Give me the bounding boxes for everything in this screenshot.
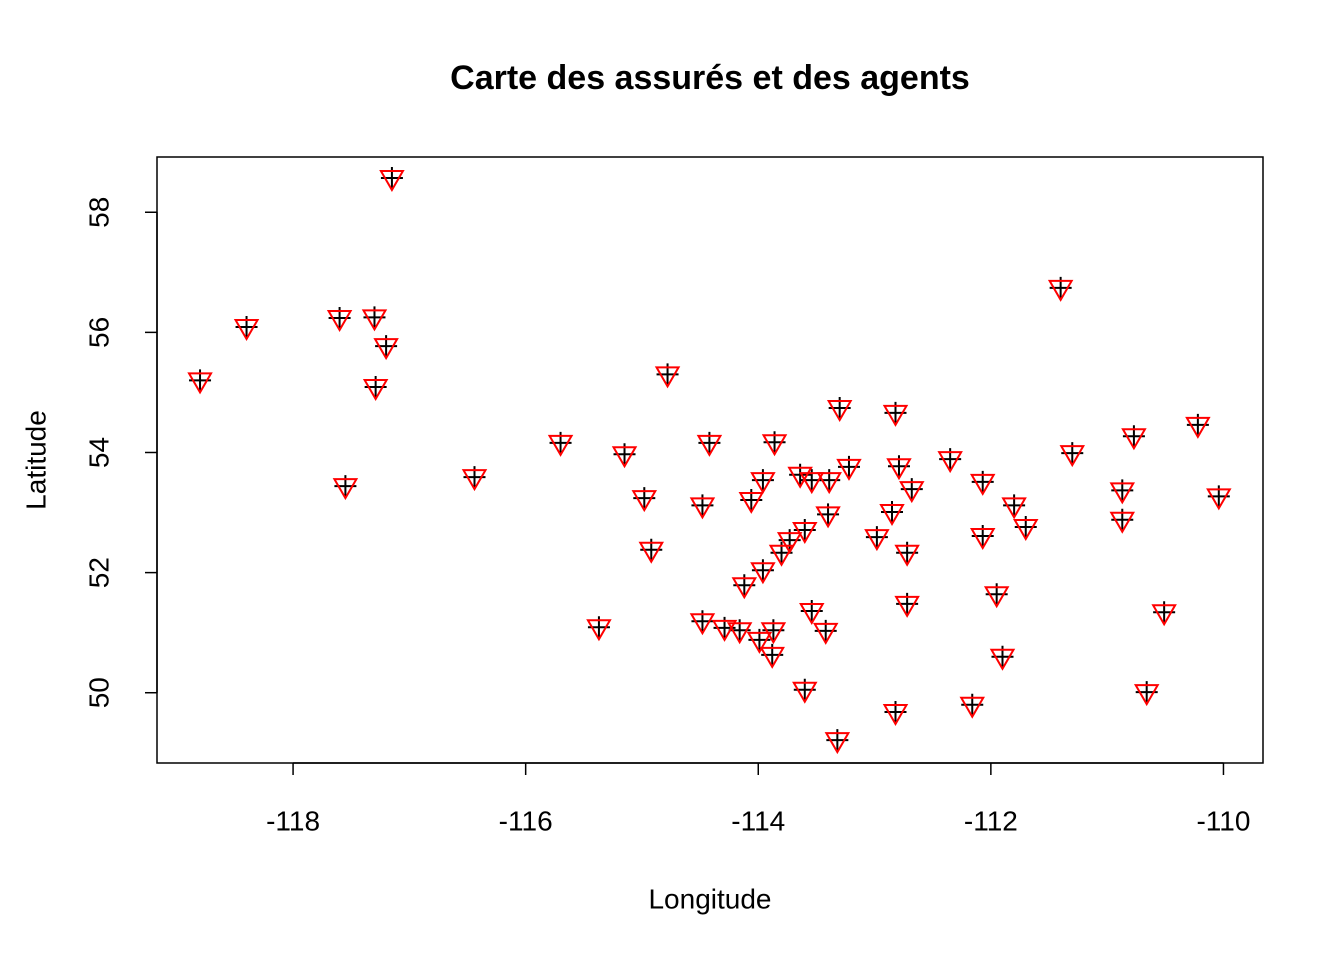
data-point — [899, 481, 925, 504]
data-point — [937, 451, 963, 474]
data-point — [750, 562, 776, 585]
y-tick-label: 52 — [83, 557, 114, 588]
data-point — [187, 372, 213, 395]
data-point — [776, 532, 803, 555]
data-point — [1121, 428, 1147, 451]
data-point — [1001, 497, 1027, 520]
data-point — [373, 338, 399, 361]
data-point — [959, 696, 985, 719]
data-point — [894, 595, 920, 618]
data-point — [812, 622, 839, 645]
data-point — [792, 681, 818, 704]
y-tick-label: 54 — [83, 437, 114, 468]
data-point — [547, 434, 574, 457]
plot-frame — [156, 156, 1264, 764]
data-point — [731, 577, 758, 600]
data-point — [882, 703, 909, 726]
data-point — [1185, 416, 1211, 439]
data-point — [1109, 511, 1136, 534]
data-point — [750, 472, 776, 495]
data-point — [379, 170, 405, 193]
data-point — [654, 366, 681, 389]
x-tick-label: -110 — [1196, 805, 1250, 836]
data-point — [989, 648, 1016, 671]
x-tick-label: -112 — [964, 805, 1018, 836]
data-point — [768, 544, 795, 567]
x-tick-label: -114 — [731, 805, 785, 836]
data-point — [738, 491, 765, 514]
data-point — [1059, 445, 1086, 468]
data-point — [746, 631, 773, 654]
y-axis-label: Latitude — [20, 410, 51, 510]
data-point — [879, 503, 905, 526]
data-point — [836, 458, 862, 481]
data-point — [759, 646, 785, 669]
data-point — [696, 434, 723, 457]
data-point — [361, 309, 388, 332]
data-point — [1109, 482, 1136, 505]
data-point — [631, 490, 658, 513]
data-point — [787, 466, 813, 489]
data-point — [1013, 518, 1039, 541]
x-axis-label: Longitude — [648, 883, 771, 914]
data-point — [1133, 684, 1160, 707]
data-point — [689, 613, 716, 636]
chart-title: Carte des assurés et des agents — [450, 59, 970, 97]
data-point — [332, 478, 359, 501]
data-point — [983, 586, 1010, 609]
data-point — [362, 379, 389, 402]
data-point — [586, 619, 612, 642]
data-point — [726, 622, 753, 645]
data-point — [816, 472, 842, 495]
data-point — [638, 541, 665, 564]
data-point — [326, 309, 353, 332]
data-point — [1206, 488, 1232, 511]
data-point — [969, 527, 996, 550]
data-point — [886, 458, 912, 481]
data-point — [792, 521, 818, 544]
data-point — [1151, 604, 1177, 627]
data-point — [894, 544, 920, 567]
data-point — [761, 434, 788, 457]
data-point — [824, 732, 851, 755]
x-tick-label: -118 — [266, 805, 320, 836]
data-point — [611, 446, 638, 469]
data-point — [969, 473, 996, 496]
y-tick-label: 58 — [83, 197, 114, 228]
y-tick-label: 56 — [83, 317, 114, 348]
data-point — [689, 497, 716, 520]
data-point — [882, 404, 909, 427]
data-point — [799, 603, 825, 626]
data-point — [461, 469, 488, 492]
data-point — [826, 400, 853, 423]
data-point — [711, 619, 738, 642]
x-tick-label: -116 — [499, 805, 553, 836]
data-point — [1047, 279, 1074, 302]
data-point — [799, 472, 825, 495]
data-point — [233, 318, 260, 341]
data-point — [864, 529, 890, 552]
data-point — [815, 506, 841, 529]
y-tick-label: 50 — [83, 677, 114, 708]
